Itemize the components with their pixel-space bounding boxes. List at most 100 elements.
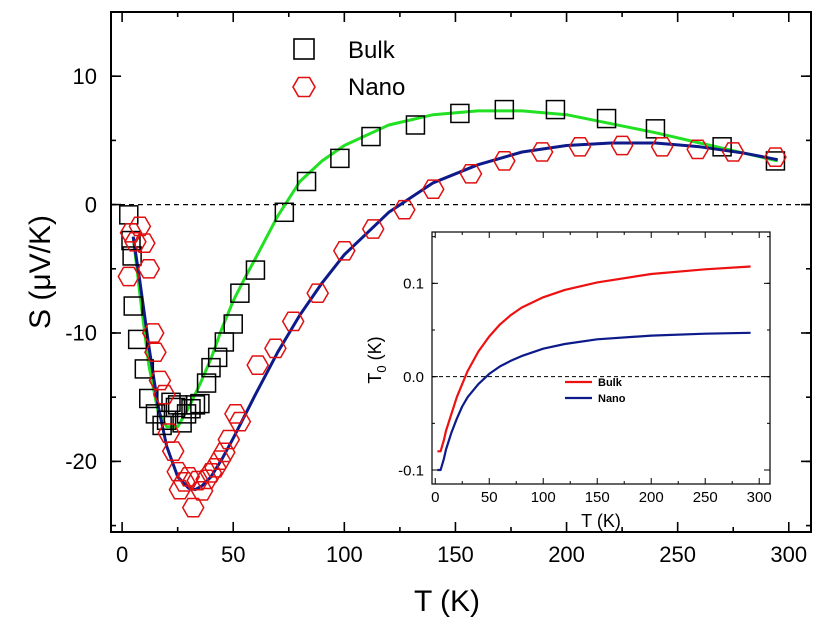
- nano-marker: [124, 231, 147, 252]
- inset-legend-nano-label: Nano: [598, 393, 626, 405]
- nano-marker: [119, 222, 143, 243]
- bulk-marker: [645, 119, 666, 139]
- bulk-marker: [245, 260, 266, 280]
- nano-marker: [204, 457, 227, 478]
- x-tick-label: 100: [531, 489, 556, 506]
- nano-marker: [161, 441, 185, 461]
- bulk-marker: [161, 392, 181, 413]
- y-tick-label: 0: [85, 192, 97, 217]
- main-markers: [117, 99, 787, 518]
- y-tick-label: 10: [73, 64, 97, 89]
- x-tick-label: 250: [659, 542, 696, 567]
- nano-marker: [212, 442, 236, 463]
- nano-marker: [459, 163, 483, 184]
- nano-marker: [392, 199, 416, 220]
- bulk-marker: [121, 230, 141, 251]
- nano-marker: [181, 497, 205, 518]
- x-tick-label: 150: [585, 489, 610, 506]
- inset-y-axis-label-main: T: [365, 373, 385, 384]
- bulk-marker: [712, 137, 732, 157]
- legend-nano-label: Nano: [348, 74, 405, 101]
- nano-marker: [199, 463, 223, 483]
- nano-marker: [332, 240, 356, 261]
- bulk-marker: [274, 202, 295, 223]
- nano-marker: [144, 342, 167, 363]
- nano-marker: [141, 323, 165, 343]
- main-axis-ticks: [111, 11, 811, 532]
- nano-marker: [228, 411, 252, 432]
- nano-marker: [195, 469, 218, 490]
- y-tick-label: -20: [65, 449, 97, 474]
- inset-plot: 0 50 100 150 200 250 300-0.10.00.1 T (K) T0 (K…: [365, 231, 772, 531]
- y-tick-label: 0.0: [403, 369, 424, 386]
- legend-nano-hexagon-icon: [292, 76, 316, 98]
- nano-marker: [224, 404, 247, 424]
- nano-marker: [650, 136, 674, 157]
- bulk-marker: [134, 359, 155, 379]
- x-tick-label: 50: [221, 542, 245, 567]
- nano-marker: [721, 142, 745, 162]
- nano-marker: [186, 470, 210, 491]
- nano-marker: [281, 311, 305, 332]
- y-tick-label: -10: [65, 321, 97, 346]
- main-y-axis-label: S (μV/K): [24, 215, 57, 329]
- bulk-marker: [123, 296, 143, 316]
- nano-marker: [306, 283, 330, 304]
- x-tick-label: 0: [116, 542, 128, 567]
- nano-marker: [568, 136, 592, 157]
- bulk-marker: [185, 395, 206, 415]
- fit-line-nano-fit: [131, 141, 778, 492]
- nano-marker: [421, 179, 445, 200]
- main-fit-lines: [131, 109, 779, 492]
- x-tick-label: 150: [437, 542, 474, 567]
- bulk-marker: [196, 373, 217, 393]
- inset-x-axis-label: T (K): [581, 511, 621, 531]
- bulk-marker: [223, 314, 243, 334]
- x-tick-label: 300: [770, 542, 807, 567]
- nano-marker: [530, 142, 554, 162]
- bulk-marker: [596, 108, 617, 129]
- bulk-marker: [207, 347, 228, 368]
- nano-marker: [361, 219, 385, 239]
- nano-marker: [152, 384, 176, 405]
- nano-marker: [764, 147, 787, 167]
- legend-bulk-square-icon: [293, 38, 315, 60]
- x-tick-label: 250: [693, 489, 718, 506]
- nano-marker: [168, 479, 192, 500]
- bulk-marker: [152, 415, 172, 436]
- nano-marker: [148, 370, 172, 391]
- bulk-marker: [450, 103, 470, 124]
- x-tick-label: 300: [747, 489, 772, 506]
- nano-marker: [128, 216, 152, 237]
- x-tick-label: 200: [548, 542, 585, 567]
- inset-legend: Bulk Nano: [565, 377, 626, 405]
- inset-line-nano: [437, 331, 751, 472]
- inset-y-axis-label: T0 (K): [365, 336, 389, 383]
- x-tick-label: 200: [639, 489, 664, 506]
- nano-marker: [610, 135, 634, 156]
- nano-marker: [492, 151, 516, 171]
- nano-marker: [132, 233, 156, 253]
- nano-marker: [117, 266, 141, 287]
- nano-marker: [208, 450, 232, 470]
- inset-plot-frame: [431, 231, 771, 485]
- bulk-marker: [122, 246, 142, 266]
- nano-marker: [172, 472, 196, 492]
- legend-bulk-label: Bulk: [348, 37, 396, 64]
- inset-line-bulk: [437, 265, 751, 453]
- bulk-marker: [361, 126, 381, 147]
- nano-marker: [137, 258, 161, 279]
- x-tick-label: 0: [431, 489, 439, 506]
- main-legend: Bulk Nano: [292, 37, 405, 101]
- bulk-marker: [405, 115, 426, 135]
- main-tick-labels: 0 50 100 150 200 250 300 -20 -10 0 10: [65, 64, 807, 567]
- bulk-marker: [230, 283, 250, 303]
- bulk-marker: [190, 393, 210, 414]
- fit-line-bulk-fit: [131, 109, 779, 429]
- nano-marker: [264, 338, 287, 359]
- inset-lines: [437, 265, 751, 472]
- bulk-marker: [494, 99, 515, 120]
- nano-marker: [246, 355, 270, 375]
- bulk-marker: [145, 404, 166, 424]
